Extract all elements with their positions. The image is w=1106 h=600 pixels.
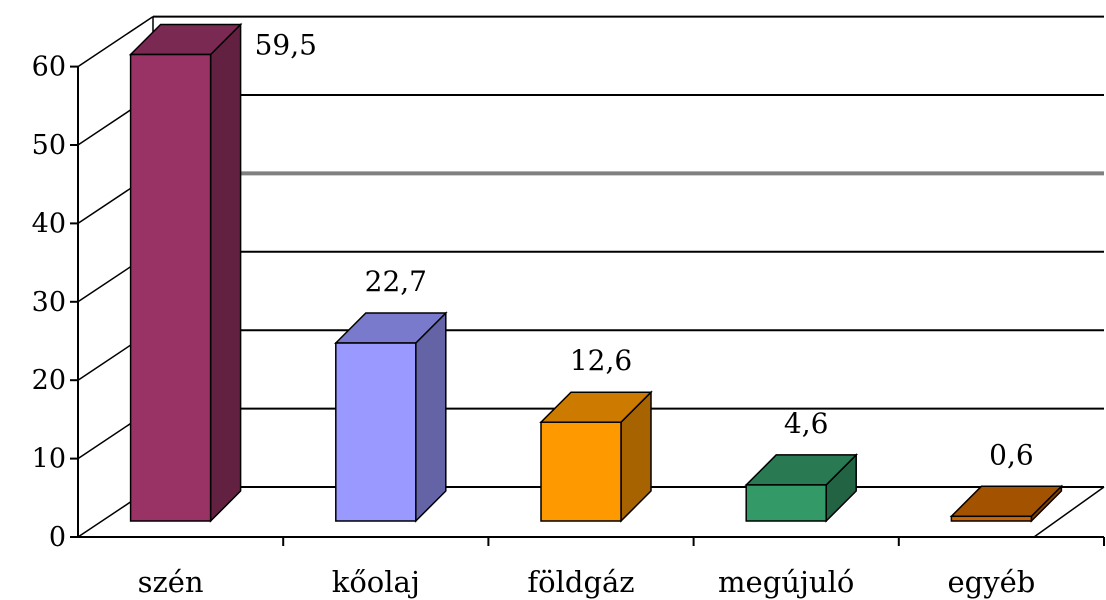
bar-front	[540, 421, 622, 522]
category-label: megújuló	[718, 565, 854, 599]
bar-5	[949, 484, 1064, 523]
bar-side	[415, 311, 447, 523]
bar-layer	[128, 22, 1064, 523]
bar-4	[744, 453, 859, 523]
y-tick-label: 10	[32, 444, 66, 475]
bar-front	[950, 515, 1033, 522]
grid-layer	[77, 15, 1104, 538]
bar-front	[335, 342, 417, 522]
y-tick-label: 20	[32, 365, 66, 396]
bar-1	[128, 22, 243, 523]
data-label: 22,7	[365, 265, 427, 298]
category-label: kőolaj	[332, 565, 420, 599]
y-tick-label: 40	[32, 208, 66, 239]
data-label: 59,5	[255, 29, 317, 62]
category-label: földgáz	[527, 565, 634, 599]
label-layer: 59,5 szén 22,7 kőolaj 12,6 földgáz 4,6 megújuló…	[138, 29, 1036, 599]
bar-front	[129, 53, 212, 522]
axis-layer: 0 10 20 30 40 50 60	[32, 52, 1105, 553]
y-tick-label: 60	[32, 52, 66, 83]
bar-side	[209, 22, 242, 523]
y-tick-label: 30	[32, 287, 66, 318]
bar-front	[745, 484, 827, 522]
gridline-diagonal	[77, 15, 154, 68]
bar-3	[539, 390, 653, 523]
data-label: 12,6	[570, 344, 632, 377]
data-label: 0,6	[989, 438, 1034, 471]
y-tick-label: 50	[32, 130, 66, 161]
category-label: szén	[138, 565, 204, 599]
data-label: 4,6	[784, 407, 829, 440]
y-tick-label: 0	[49, 522, 66, 553]
category-label: egyéb	[947, 565, 1035, 599]
bar-2	[333, 311, 448, 523]
bar-top	[949, 485, 1064, 518]
floor-right-edge	[1033, 486, 1105, 538]
